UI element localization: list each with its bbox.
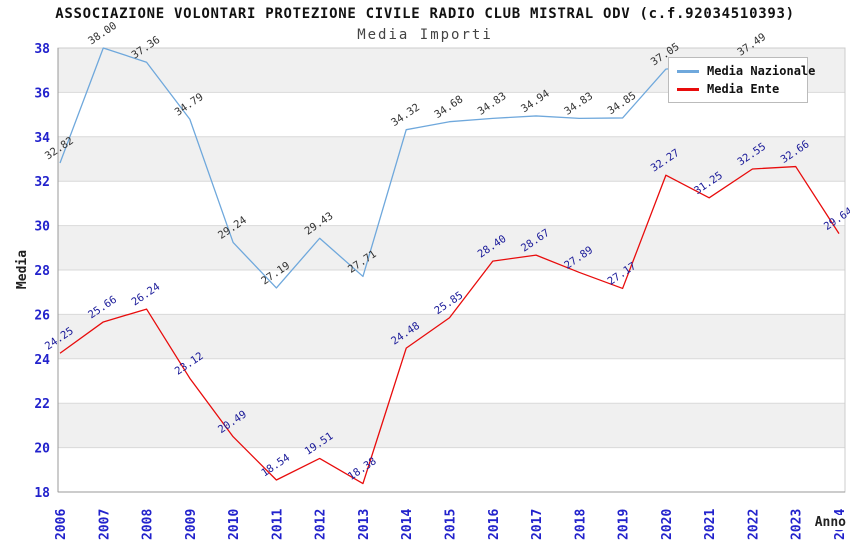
ente-line-swatch-icon: [677, 87, 699, 91]
plot-band: [58, 225, 845, 270]
data-label: 34.32: [389, 101, 422, 129]
x-tick-label: 2017: [530, 509, 545, 540]
x-tick-label: 2019: [617, 509, 632, 540]
legend-item-media-ente: Media Ente: [677, 82, 799, 96]
x-tick-label: 2020: [660, 509, 675, 540]
x-tick-label: 2008: [141, 509, 156, 540]
y-axis-title: Media: [15, 249, 31, 290]
series-line-media-nazionale: [59, 47, 753, 289]
x-tick-label: 2006: [54, 509, 69, 540]
y-tick-label: 38: [34, 42, 50, 57]
chart-subtitle: Media Importi: [357, 27, 493, 43]
x-tick-label: 2007: [97, 509, 112, 540]
chart-title: ASSOCIAZIONE VOLONTARI PROTEZIONE CIVILE…: [55, 6, 795, 22]
x-tick-label: 2009: [184, 509, 199, 540]
data-label: 34.79: [173, 91, 206, 119]
y-tick-label: 22: [34, 397, 50, 412]
data-label: 34.83: [562, 90, 595, 118]
data-label: 34.83: [476, 90, 509, 118]
x-tick-label: 2011: [270, 509, 285, 540]
y-tick-label: 26: [34, 308, 50, 323]
x-tick-label: 2015: [444, 509, 459, 540]
x-tick-label: 2010: [227, 509, 242, 540]
x-axis-title: Anno: [812, 515, 846, 530]
x-tick-label: 2014: [400, 509, 415, 540]
legend: Media Nazionale Media Ente: [668, 57, 815, 103]
data-label: 34.85: [605, 90, 638, 118]
x-tick-label: 2012: [314, 509, 329, 540]
data-label: 26.24: [129, 281, 162, 309]
x-tick-label: 2023: [790, 509, 805, 540]
plot-band: [58, 136, 845, 182]
y-tick-label: 24: [34, 353, 50, 368]
plot-band: [58, 314, 845, 359]
x-tick-label: 2022: [746, 509, 761, 540]
data-label: 18.38: [346, 455, 379, 483]
legend-label-media-ente: Media Ente: [707, 82, 780, 96]
y-tick-label: 20: [34, 442, 50, 457]
y-tick-label: 18: [34, 486, 50, 501]
nazionale-line-swatch-icon: [677, 69, 699, 73]
y-tick-label: 32: [34, 175, 50, 190]
y-tick-label: 36: [34, 86, 50, 101]
series-line-media-ente: [59, 165, 840, 485]
x-tick-label: 2016: [487, 509, 502, 540]
legend-label-media-nazionale: Media Nazionale: [707, 64, 816, 78]
legend-item-media-nazionale: Media Nazionale: [677, 64, 815, 78]
x-tick-label: 2018: [573, 509, 588, 540]
y-tick-label: 34: [34, 131, 50, 146]
plot-band: [58, 403, 845, 448]
data-label: 38.00: [86, 20, 119, 48]
y-tick-label: 30: [34, 220, 50, 235]
x-tick-label: 2013: [357, 509, 372, 540]
y-tick-label: 28: [34, 264, 50, 279]
x-tick-label: 2021: [703, 509, 718, 540]
data-label: 34.68: [432, 93, 465, 121]
